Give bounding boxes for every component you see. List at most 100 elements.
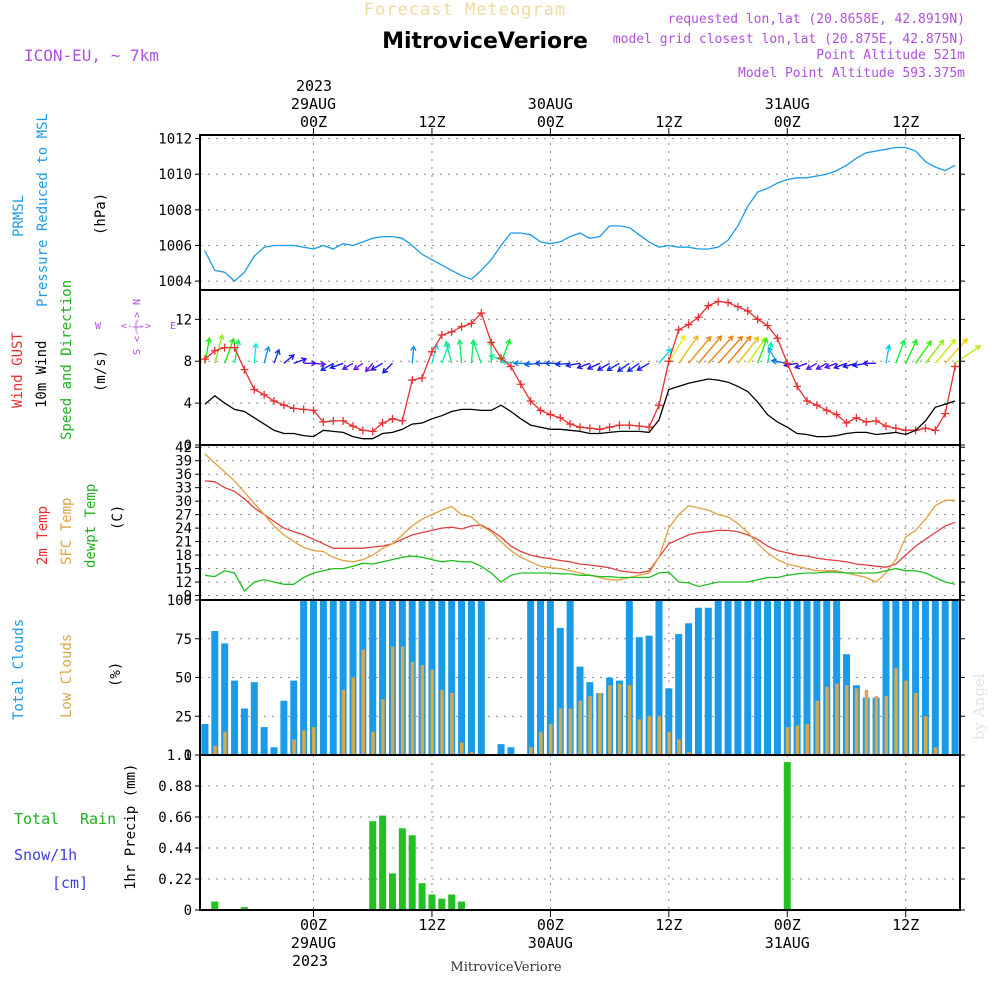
y-tick-label: 1004 bbox=[158, 274, 192, 290]
total-cloud-bar bbox=[270, 747, 278, 755]
total-cloud-bar bbox=[665, 688, 673, 755]
svg-text:<-|->: <-|-> bbox=[121, 321, 151, 332]
series-sfc-temp bbox=[204, 453, 956, 583]
wind-arrow-head bbox=[842, 362, 849, 369]
gust-marker bbox=[615, 421, 624, 430]
total-cloud-bar bbox=[240, 708, 248, 755]
c-unit: (C) bbox=[110, 505, 126, 530]
bottom-hour-label: 00Z bbox=[774, 916, 801, 934]
y-tick-label: 0 bbox=[184, 903, 192, 919]
total-cloud-bar bbox=[694, 607, 702, 755]
y-tick-label: 18 bbox=[175, 548, 192, 564]
wind-arrow bbox=[678, 335, 699, 364]
total-cloud-bar bbox=[458, 600, 466, 755]
total-cloud-bar bbox=[625, 600, 633, 755]
wind-arrow bbox=[795, 362, 808, 369]
y-tick-label: 12 bbox=[175, 575, 192, 591]
wind-arrow-head bbox=[320, 360, 327, 368]
low-cloud-bar bbox=[914, 693, 918, 755]
wind-arrow-head bbox=[329, 363, 336, 370]
low-cloud-bar bbox=[361, 649, 365, 755]
gust-marker bbox=[477, 309, 486, 318]
gust-marker bbox=[418, 373, 427, 382]
low-cloud-bar bbox=[440, 689, 444, 755]
y-tick-label: 100 bbox=[167, 593, 192, 609]
bottom-year: 2023 bbox=[292, 952, 328, 970]
wind-arrow-head bbox=[767, 341, 774, 348]
total-cloud-bar bbox=[882, 600, 890, 755]
speeddir-label: Speed and Direction bbox=[59, 280, 75, 440]
panel-labels: PRMSL Pressure Reduced to MSL (hPa) Wind… bbox=[10, 113, 176, 892]
wind-arrow-head bbox=[488, 354, 495, 360]
y-tick-label: 39 bbox=[175, 454, 192, 470]
total-cloud-bar bbox=[823, 600, 831, 755]
low-cloud-bar bbox=[381, 699, 385, 755]
gust-marker bbox=[832, 410, 841, 419]
low-cloud-bar bbox=[805, 724, 810, 755]
total-cloud-bar bbox=[902, 600, 910, 755]
top-date-label: 29AUG bbox=[291, 95, 336, 113]
wind-arrow bbox=[668, 335, 686, 364]
wind-arrow bbox=[934, 339, 956, 364]
y-tick-label: 0 bbox=[184, 438, 192, 454]
wind-arrow-head bbox=[770, 358, 777, 365]
rain-bar bbox=[388, 873, 396, 910]
wind-arrow bbox=[617, 362, 630, 372]
low-cloud-bar bbox=[844, 685, 849, 755]
low-cloud-bar bbox=[598, 693, 602, 755]
rain-bar bbox=[408, 835, 416, 910]
gust-marker bbox=[319, 417, 328, 426]
compass-icon: N S W E <-|-> <-|-> bbox=[95, 299, 176, 355]
total-cloud-bar bbox=[537, 600, 545, 755]
bottom-hour-label: 00Z bbox=[300, 916, 327, 934]
total-cloud-bar bbox=[704, 607, 712, 755]
dewpt-label: dewpt Temp bbox=[83, 484, 99, 568]
y-tick-label: 0.66 bbox=[158, 810, 192, 826]
series-2m-temp bbox=[204, 480, 956, 574]
watermark: by Angel bbox=[970, 673, 988, 740]
wind-arrow-head bbox=[456, 338, 464, 345]
wind-arrow bbox=[411, 346, 415, 364]
station-title: MitroviceVeriore bbox=[382, 29, 588, 54]
gust-marker bbox=[260, 390, 269, 399]
hpa-unit: (hPa) bbox=[93, 193, 109, 235]
gust-marker bbox=[822, 406, 831, 415]
low-cloud-bar bbox=[213, 745, 217, 755]
low-cloud-bar bbox=[933, 747, 938, 755]
low-cloud-bar bbox=[548, 724, 553, 755]
wind-arrow-head bbox=[205, 336, 212, 344]
low-cloud-bar bbox=[637, 719, 642, 755]
y-tick-label: 8 bbox=[184, 354, 192, 370]
wind-arrow bbox=[320, 362, 334, 371]
wind-arrow bbox=[747, 337, 767, 364]
y-tick-label: 0.88 bbox=[158, 779, 192, 795]
top-year: 2023 bbox=[296, 77, 332, 95]
panel-wind: 0 4 8 12 bbox=[175, 289, 982, 454]
total-cloud-bar bbox=[556, 627, 564, 755]
wind-arrow-head bbox=[862, 360, 869, 367]
svg-text:<-|->: <-|-> bbox=[132, 312, 143, 342]
low-cloud-bar bbox=[400, 646, 405, 755]
total-cloud-bar bbox=[941, 600, 949, 755]
gust-marker bbox=[378, 419, 387, 428]
wind-arrow bbox=[915, 340, 932, 364]
y-tick-label: 25 bbox=[175, 709, 192, 725]
wind-arrow-head bbox=[576, 363, 583, 370]
top-hour-label: 12Z bbox=[655, 113, 682, 131]
low-cloud-bar bbox=[450, 693, 454, 755]
closest-coords: model grid closest lon,lat (20.875E, 42.… bbox=[613, 32, 965, 47]
bottom-hour-label: 00Z bbox=[537, 916, 564, 934]
wind-arrow bbox=[924, 339, 944, 364]
wind-arrow-head bbox=[471, 340, 478, 347]
panel-clouds: 0 25 50 75 100 bbox=[167, 593, 965, 764]
total-cloud-bar bbox=[833, 600, 841, 755]
gust-marker bbox=[536, 406, 545, 415]
wind-arrow bbox=[597, 362, 610, 371]
gust-marker bbox=[447, 327, 456, 336]
total-cloud-bar bbox=[467, 600, 475, 755]
bottom-date-label: 30AUG bbox=[528, 934, 573, 952]
total-cloud-bar bbox=[448, 600, 456, 755]
svg-text:S: S bbox=[132, 349, 143, 355]
